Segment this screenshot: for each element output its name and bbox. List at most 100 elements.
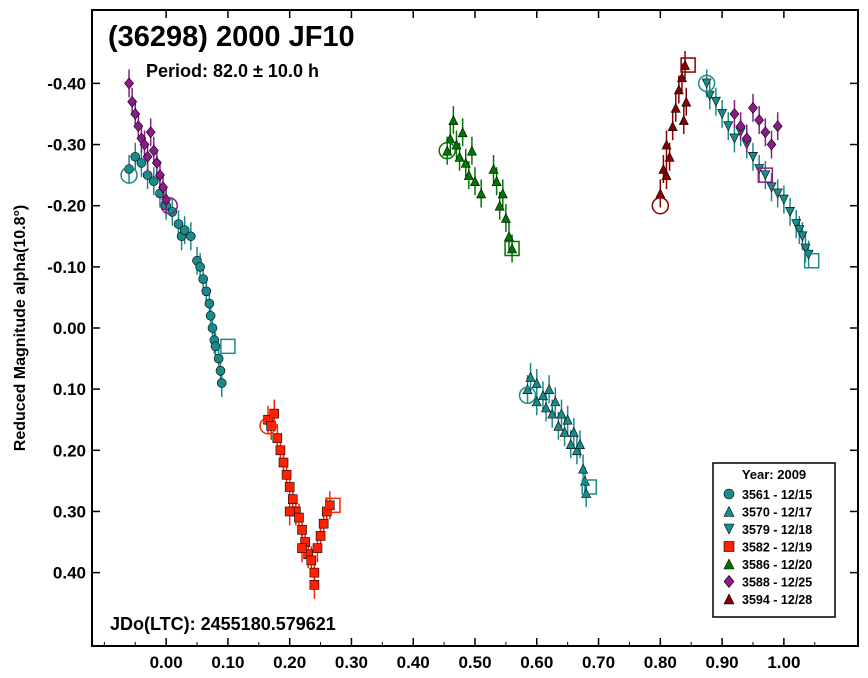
x-tick-label: 0.60 — [520, 653, 553, 672]
data-point — [213, 353, 224, 364]
data-point — [491, 176, 502, 187]
data-point — [729, 133, 740, 144]
data-point — [667, 121, 678, 131]
legend-marker — [723, 593, 735, 605]
data-point — [186, 231, 196, 242]
y-tick-label: -0.10 — [47, 258, 86, 277]
start-marker — [651, 196, 670, 215]
series-5 — [124, 69, 783, 215]
end-marker — [325, 497, 341, 514]
data-point — [772, 120, 783, 133]
start-marker — [697, 74, 716, 93]
data-point — [754, 114, 765, 127]
start-marker — [120, 166, 138, 184]
data-point — [457, 127, 468, 138]
data-point — [565, 439, 576, 449]
data-point — [281, 469, 292, 480]
data-point — [284, 482, 295, 492]
data-point — [463, 169, 474, 180]
data-point — [306, 555, 317, 566]
data-point — [772, 188, 783, 199]
data-point — [760, 170, 771, 181]
data-point — [476, 188, 487, 199]
data-point — [179, 225, 190, 235]
data-point — [201, 286, 212, 297]
data-point — [562, 414, 573, 425]
data-point — [272, 433, 283, 443]
data-point — [497, 188, 508, 199]
end-marker — [581, 479, 598, 495]
data-point — [507, 243, 518, 254]
data-point — [136, 158, 147, 168]
x-tick-label: 0.10 — [211, 653, 244, 672]
x-tick-label: 1.00 — [767, 653, 800, 672]
data-point — [488, 163, 499, 174]
x-tick-label: 0.30 — [335, 653, 368, 672]
data-point — [556, 408, 567, 419]
data-point — [309, 580, 320, 590]
legend-marker — [723, 523, 735, 535]
data-point — [553, 420, 564, 431]
data-point — [568, 426, 579, 437]
y-tick-label: -0.30 — [47, 136, 86, 155]
data-point — [766, 138, 777, 151]
data-point — [581, 487, 592, 498]
legend-box — [712, 462, 836, 618]
y-tick-label: -0.40 — [47, 74, 86, 93]
x-tick-label: 0.20 — [273, 653, 306, 672]
chart-subtitle: Period: 82.0 ± 10.0 h — [146, 61, 319, 81]
data-point — [198, 274, 208, 284]
data-point — [531, 396, 542, 407]
data-point — [531, 377, 542, 388]
y-tick-label: -0.20 — [47, 197, 86, 216]
data-point — [460, 157, 471, 168]
data-point — [537, 390, 548, 401]
y-tick-label: 0.40 — [53, 564, 86, 583]
data-point — [297, 543, 307, 553]
end-marker — [220, 338, 236, 355]
y-axis-label: Reduced Magnitude alpha(10.8°) — [12, 205, 29, 451]
data-point — [266, 421, 276, 431]
data-point — [791, 219, 802, 230]
data-point — [133, 120, 144, 133]
data-point — [215, 366, 226, 376]
epoch-annotation: JDo(LTC): 2455180.579621 — [110, 614, 336, 634]
legend-title: Year: 2009 — [742, 467, 806, 482]
data-point — [729, 107, 740, 120]
data-point — [658, 163, 669, 174]
data-point — [785, 207, 796, 217]
y-tick-label: 0.20 — [53, 441, 86, 460]
data-point — [466, 145, 477, 156]
data-point — [442, 145, 453, 156]
data-point — [312, 543, 323, 553]
legend-marker — [723, 558, 735, 570]
data-point — [127, 95, 138, 108]
y-tick-label: 0.10 — [53, 380, 86, 399]
legend-label: 3582 - 12/19 — [742, 541, 812, 555]
data-point — [575, 439, 586, 449]
data-point — [717, 109, 728, 120]
data-point — [670, 102, 681, 113]
x-tick-label: 0.70 — [582, 653, 615, 672]
data-point — [155, 169, 165, 182]
data-point — [678, 114, 689, 125]
data-point — [680, 59, 691, 70]
end-marker — [504, 240, 520, 257]
legend-label: 3561 - 12/15 — [742, 488, 812, 502]
series-1 — [518, 362, 598, 508]
data-point — [778, 194, 789, 205]
data-point — [309, 567, 320, 578]
data-point — [710, 96, 721, 107]
series-2 — [697, 69, 820, 269]
end-marker — [680, 57, 696, 73]
data-point — [797, 231, 808, 242]
data-point — [794, 225, 805, 236]
data-point — [723, 121, 734, 132]
data-point — [130, 107, 141, 120]
data-point — [207, 323, 218, 333]
data-point — [494, 200, 505, 211]
data-marks — [120, 51, 820, 599]
y-tick-label: 0.00 — [53, 319, 86, 338]
legend: Year: 2009 3561 - 12/15 3570 - 12/17 3579 … — [712, 462, 836, 618]
